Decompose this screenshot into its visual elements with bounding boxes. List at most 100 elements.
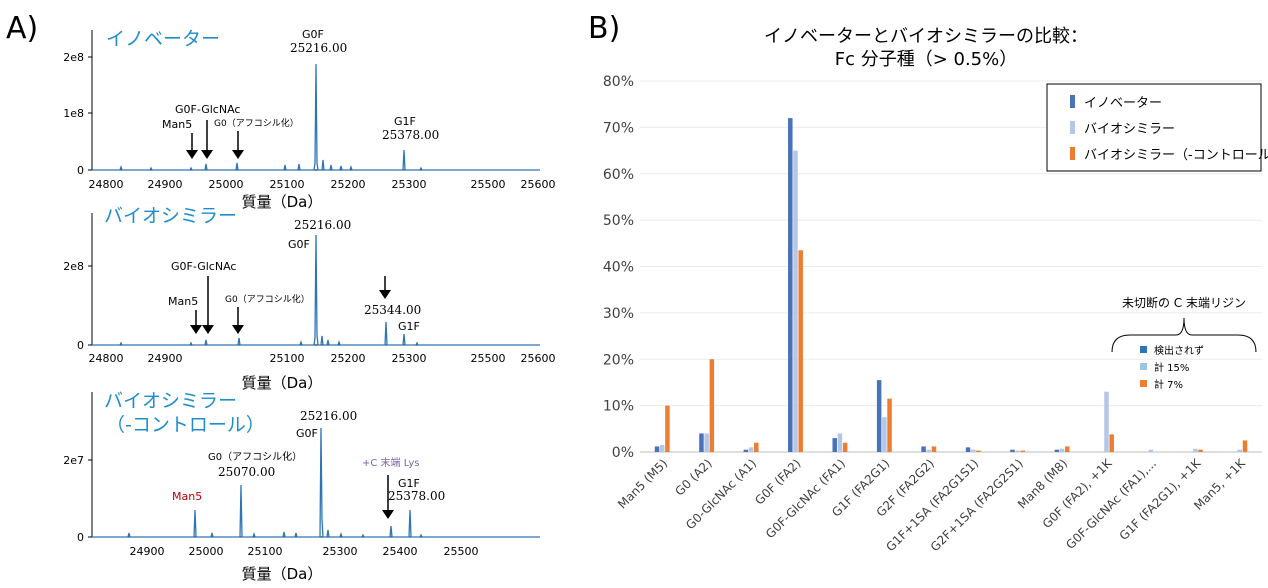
x-tick-label: 24900: [148, 178, 183, 191]
y-tick-label: 50%: [603, 213, 634, 229]
bar: [1054, 449, 1060, 452]
y-tick-label: 40%: [603, 260, 634, 276]
x-ticks: 24800 24900 25000 25100 25200 25300 2550…: [89, 178, 556, 191]
y-tick-label: 2e7: [63, 454, 84, 467]
bar: [1059, 448, 1065, 452]
x-tick-label: 25400: [383, 545, 418, 558]
peak-label-g0: G0（アフコシル化）: [214, 117, 299, 129]
panel-a-label: A): [6, 11, 38, 46]
arrow-head: [190, 325, 202, 334]
x-tick-label: 25100: [248, 545, 283, 558]
peak-label-man5: Man5: [172, 490, 202, 503]
y-tick-label: 0: [77, 339, 84, 352]
arrow-head: [201, 150, 213, 159]
bar: [1109, 434, 1114, 452]
peak-mass-g1f: 25378.00: [382, 128, 439, 142]
legend-swatch: [1070, 147, 1075, 160]
x-tick-label: 24900: [148, 352, 183, 365]
peak-mass-g0f: 25216.00: [300, 409, 357, 423]
x-tick-label: 25600: [521, 178, 556, 191]
y-tick-label: 0: [77, 531, 84, 544]
peak-label-g0f: G0F: [288, 238, 310, 251]
peak-label-g0: G0（アフコシル化）: [208, 450, 302, 463]
y-tick-label: 30%: [603, 306, 634, 322]
peak-label-g1f: G1F: [394, 115, 416, 128]
peak-label-g0f-glcnac: G0F-GlcNAc: [171, 260, 236, 273]
chart-title-line2: Fc 分子種（> 0.5%）: [835, 49, 1018, 70]
annotation-label: 検出されず: [1154, 344, 1204, 357]
peak-label-g0f: G0F: [302, 28, 324, 41]
peak-label-g1f: G1F: [398, 477, 420, 490]
peak-label-g0f-glcnac: G0F-GlcNAc: [175, 103, 240, 116]
x-tick-label: 25300: [392, 178, 427, 191]
bar: [793, 150, 798, 452]
bar: [837, 433, 843, 452]
spectrum-biosimilar-control: バイオシミラー （-コントロール） 0 2e7 24900 25000 2510…: [63, 390, 540, 583]
peak-mass-g0f: 25216.00: [294, 218, 351, 232]
bar: [921, 446, 926, 452]
y-tick-label: 0: [77, 164, 84, 177]
x-tick-label: 25300: [323, 545, 358, 558]
spectrum-title: イノベーター: [106, 28, 220, 50]
peak-label-g0f: G0F: [296, 427, 318, 440]
bar: [654, 446, 660, 452]
arrow-head: [186, 150, 198, 159]
peak-mass-g1f: 25378.00: [388, 489, 445, 503]
annotation-c-terminal-lysine: 未切断の C 末端リジン 検出されず 計 15% 計 7%: [1111, 295, 1257, 391]
peak-mass-k: 25344.00: [364, 303, 421, 317]
y-tick-label: 0%: [612, 445, 634, 461]
x-ticks: 24900 25000 25100 25300 25400 25500: [130, 545, 479, 558]
x-tick-label: G0F-GlcNAc (FA1): [763, 456, 848, 541]
x-tick-label: 24800: [89, 352, 124, 365]
bar: [876, 380, 882, 452]
x-tick-label: 25200: [331, 178, 366, 191]
x-tick-label: 25000: [209, 178, 244, 191]
legend-label: バイオシミラー（-コントロール）: [1084, 148, 1268, 163]
y-tick-label: 70%: [603, 120, 634, 136]
x-axis-label: 質量（Da）: [242, 565, 323, 583]
arrow-head: [379, 290, 391, 299]
y-tick-label: 80%: [603, 74, 634, 90]
bar: [1242, 440, 1248, 452]
bar: [1237, 449, 1243, 452]
x-tick-label: 25600: [521, 352, 556, 365]
annotations: 25216.00 G0F G0F-GlcNAc Man5 G0（アフコシル化） …: [168, 218, 421, 334]
x-tick-label: 25100: [270, 178, 305, 191]
bar: [659, 445, 665, 452]
annotation-swatch: [1140, 363, 1147, 370]
bar: [748, 447, 754, 452]
x-tick-label: 24800: [89, 178, 124, 191]
bar: [887, 398, 892, 452]
bar: [1010, 449, 1015, 452]
bar: [1015, 450, 1020, 452]
peak-label-lys: +C 末端 Lys: [362, 456, 420, 469]
x-axis-label: 質量（Da）: [242, 374, 323, 392]
bar: [842, 442, 848, 452]
chart-title-line1: イノベーターとバイオシミラーの比較：: [764, 26, 1088, 47]
legend: イノベーター バイオシミラー バイオシミラー（-コントロール）: [1046, 83, 1268, 172]
spectrum-trace: [92, 63, 540, 171]
bar: [665, 405, 670, 452]
arrow-head: [382, 510, 394, 519]
legend-frame: [1046, 83, 1262, 172]
legend-swatch: [1070, 121, 1075, 134]
y-tick-label: 2e8: [63, 51, 84, 64]
annotation-brace: [1111, 317, 1257, 353]
spectrum-title: バイオシミラー: [104, 390, 237, 412]
peak-label-man5: Man5: [162, 118, 192, 131]
x-tick-label: 24900: [130, 545, 165, 558]
bar: [704, 433, 709, 452]
bar: [699, 433, 704, 452]
bar: [970, 449, 976, 452]
legend-label: イノベーター: [1084, 96, 1162, 111]
bar: [965, 447, 971, 452]
x-axis-label: 質量（Da）: [242, 193, 323, 211]
x-tick-label: 25200: [331, 352, 366, 365]
peak-label-man5: Man5: [168, 295, 198, 308]
x-tick-label: 25000: [189, 545, 224, 558]
spectrum-trace: [92, 427, 540, 538]
y-ticks: 0 2e8: [63, 260, 92, 352]
bar: [1193, 448, 1198, 452]
annotation-swatch: [1140, 346, 1147, 353]
arrow-head: [232, 325, 244, 334]
